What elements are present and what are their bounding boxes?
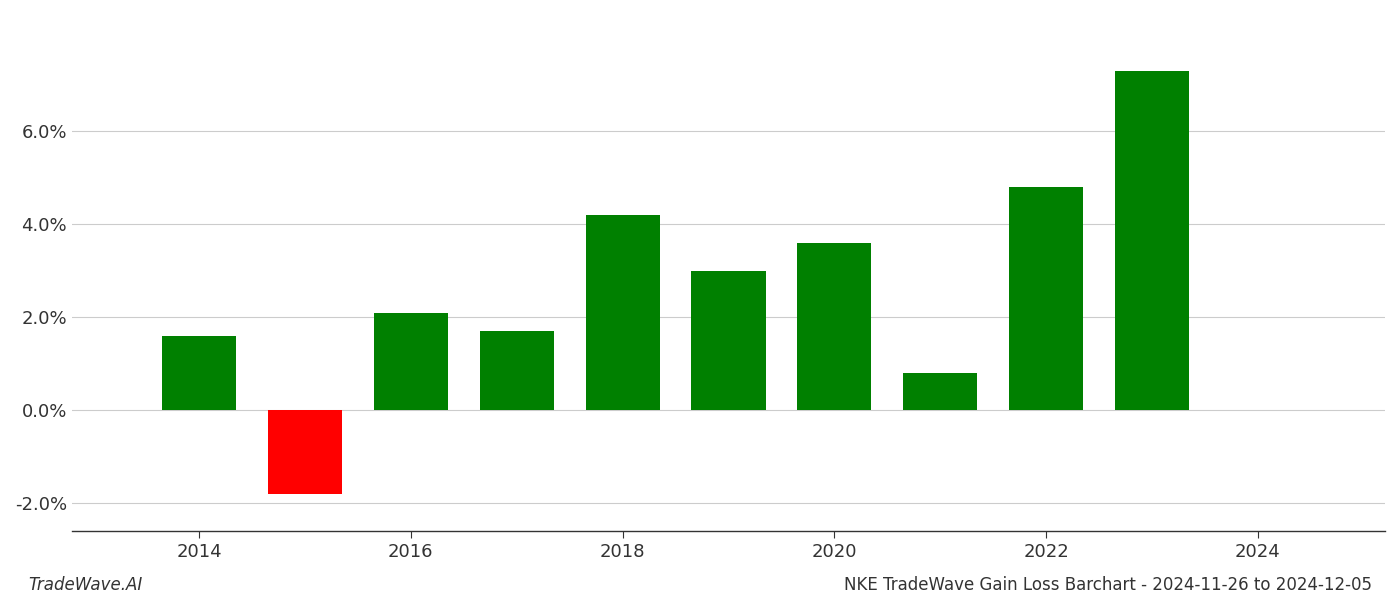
Bar (480, 331, 554, 410)
Bar (267, 410, 342, 494)
Bar (374, 313, 448, 410)
Text: NKE TradeWave Gain Loss Barchart - 2024-11-26 to 2024-12-05: NKE TradeWave Gain Loss Barchart - 2024-… (844, 576, 1372, 594)
Bar (798, 243, 871, 410)
Text: TradeWave.AI: TradeWave.AI (28, 576, 143, 594)
Bar (585, 215, 659, 410)
Bar (162, 336, 237, 410)
Bar (1114, 71, 1189, 410)
Bar (1009, 187, 1084, 410)
Bar (692, 271, 766, 410)
Bar (903, 373, 977, 410)
